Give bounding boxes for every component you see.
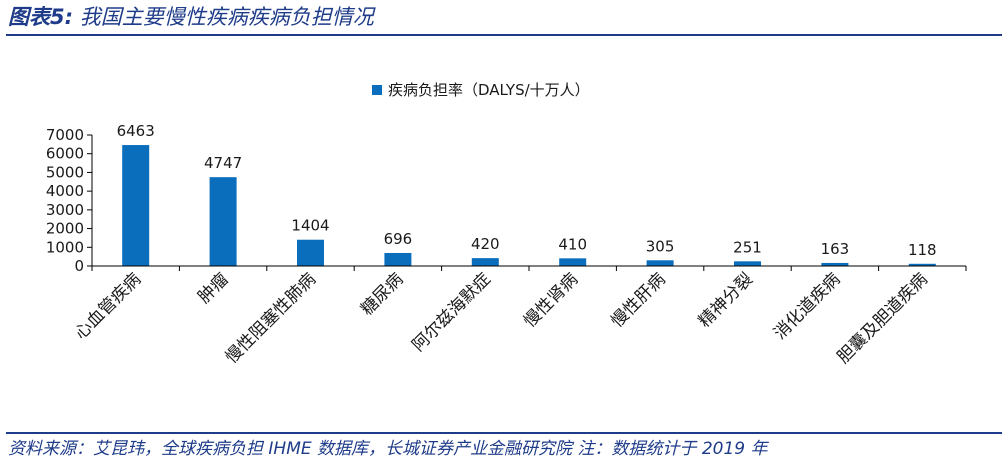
data-label: 118 bbox=[908, 241, 937, 259]
category-label: 肿瘤 bbox=[194, 269, 232, 307]
figure-title-text: 我国主要慢性疾病疾病负担情况 bbox=[79, 5, 374, 29]
bar-chart: 疾病负担率（DALYS/十万人） 01000200030004000500060… bbox=[46, 81, 967, 368]
category-label: 慢性肾病 bbox=[519, 269, 582, 332]
bar bbox=[384, 252, 412, 266]
category-label: 慢性阻塞性肺病 bbox=[221, 269, 320, 368]
legend-swatch bbox=[372, 85, 382, 95]
bar bbox=[734, 261, 761, 266]
bar bbox=[646, 260, 674, 266]
bar-series: 6463 4747 1404 696 420 410 305 251 163 118 bbox=[117, 122, 937, 266]
bar bbox=[209, 177, 237, 266]
category-label: 糖尿病 bbox=[357, 269, 407, 319]
category-label: 精神分裂 bbox=[695, 269, 757, 331]
bottom-rule bbox=[6, 432, 1002, 434]
data-label: 420 bbox=[471, 235, 500, 253]
bar bbox=[471, 258, 499, 266]
y-tick-label: 5000 bbox=[46, 163, 84, 181]
category-label: 阿尔兹海默症 bbox=[409, 269, 495, 355]
data-label: 410 bbox=[558, 235, 587, 253]
bar bbox=[908, 263, 936, 266]
bar bbox=[297, 239, 324, 266]
data-label: 6463 bbox=[117, 122, 155, 140]
data-label: 305 bbox=[646, 237, 675, 255]
bar bbox=[122, 145, 150, 266]
data-label: 1404 bbox=[291, 217, 329, 235]
y-tick-label: 2000 bbox=[46, 220, 84, 238]
top-rule bbox=[6, 34, 1002, 36]
figure-title: 图表5: 我国主要慢性疾病疾病负担情况 bbox=[8, 2, 374, 32]
bar bbox=[559, 258, 587, 266]
figure-number: 图表5: bbox=[8, 5, 74, 29]
y-tick-label: 4000 bbox=[46, 182, 84, 200]
source-note: 资料来源：艾昆玮，全球疾病负担 IHME 数据库，长城证券产业金融研究院 注：数… bbox=[8, 439, 768, 459]
category-label: 心血管疾病 bbox=[71, 269, 145, 343]
category-label: 消化道疾病 bbox=[770, 269, 844, 343]
y-tick-label: 0 bbox=[74, 257, 84, 275]
y-tick-label: 1000 bbox=[46, 238, 84, 256]
data-label: 163 bbox=[821, 240, 850, 258]
y-tick-label: 3000 bbox=[46, 201, 84, 219]
data-label: 251 bbox=[733, 238, 762, 256]
legend-label: 疾病负担率（DALYS/十万人） bbox=[388, 81, 590, 99]
bar bbox=[821, 262, 849, 266]
data-label: 696 bbox=[384, 230, 413, 248]
chart-legend: 疾病负担率（DALYS/十万人） bbox=[372, 81, 590, 99]
y-tick-label: 6000 bbox=[46, 145, 84, 163]
data-label: 4747 bbox=[204, 154, 242, 172]
category-label: 慢性肝病 bbox=[607, 269, 670, 332]
y-tick-label: 7000 bbox=[46, 126, 84, 144]
category-label: 胆囊及胆道疾病 bbox=[834, 269, 932, 367]
